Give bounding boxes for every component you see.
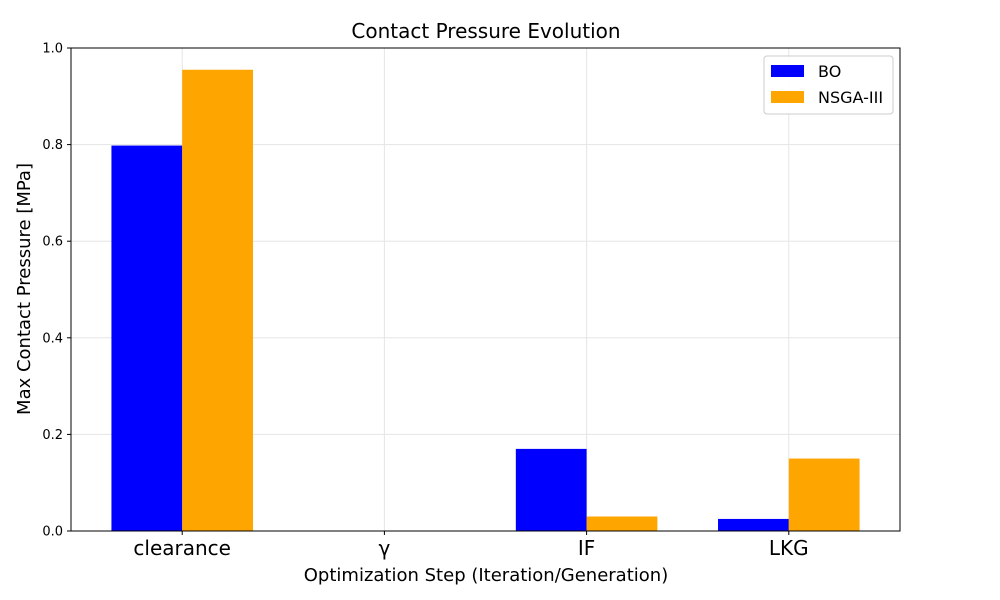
y-axis-ticks: 0.0 0.2 0.4 0.6 0.8 1.0 [42, 42, 71, 540]
x-axis-ticks: clearance γ IF LKG [133, 531, 809, 560]
bar-bo [111, 145, 183, 532]
plot-frame [70, 47, 901, 532]
chart-title: Contact Pressure Evolution [351, 19, 620, 43]
x-tick-label: clearance [133, 536, 231, 560]
y-axis-label: Max Contact Pressure [MPa] [14, 163, 35, 415]
bar-bo [718, 518, 789, 531]
y-tick-label: 0.4 [42, 331, 63, 346]
bars [111, 69, 860, 532]
legend-swatch-bo [771, 65, 804, 77]
x-tick-label: LKG [769, 536, 809, 560]
x-tick-label: IF [578, 536, 595, 560]
y-tick-label: 0.0 [42, 525, 63, 540]
x-axis-label: Optimization Step (Iteration/Generation) [304, 565, 668, 586]
y-tick-label: 1.0 [42, 42, 63, 57]
bar-bo [515, 448, 587, 531]
legend-swatch-nsga-iii [771, 91, 804, 103]
legend-label-nsga-iii: NSGA-III [818, 88, 883, 107]
y-tick-label: 0.2 [42, 428, 63, 443]
legend-label-bo: BO [818, 62, 841, 81]
bar-nsga-iii [586, 516, 658, 531]
bar-nsga-iii [182, 69, 253, 532]
y-tick-label: 0.8 [42, 138, 63, 153]
legend: BO NSGA-III [763, 55, 894, 115]
y-tick-label: 0.6 [42, 235, 63, 250]
bar-nsga-iii [788, 458, 860, 531]
x-tick-label: γ [378, 536, 390, 560]
